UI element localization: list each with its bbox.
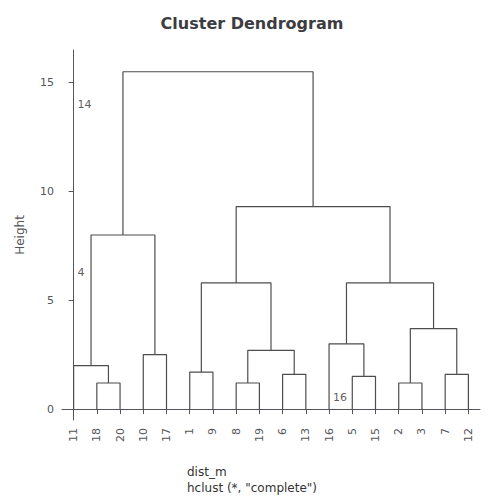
svg-text:dist_m: dist_m [187,465,227,479]
svg-text:2: 2 [392,428,405,435]
svg-text:4: 4 [78,266,85,279]
svg-text:hclust (*, "complete"): hclust (*, "complete") [187,481,317,495]
svg-text:10: 10 [137,428,150,442]
svg-text:8: 8 [230,428,243,435]
svg-text:1: 1 [183,428,196,435]
svg-text:15: 15 [40,76,54,89]
svg-text:7: 7 [439,428,452,435]
svg-text:12: 12 [462,428,475,442]
svg-text:5: 5 [47,294,54,307]
svg-text:18: 18 [90,428,103,442]
svg-text:16: 16 [333,391,347,404]
svg-text:3: 3 [415,428,428,435]
svg-text:Cluster Dendrogram: Cluster Dendrogram [161,14,344,33]
svg-text:16: 16 [323,428,336,442]
svg-text:14: 14 [78,98,92,111]
svg-text:13: 13 [299,428,312,442]
svg-text:6: 6 [276,428,289,435]
svg-text:15: 15 [369,428,382,442]
svg-text:11: 11 [67,428,80,442]
svg-text:20: 20 [114,428,127,442]
svg-text:5: 5 [346,428,359,435]
svg-text:Height: Height [13,215,27,255]
svg-text:17: 17 [160,428,173,442]
svg-text:19: 19 [253,428,266,442]
svg-text:10: 10 [40,185,54,198]
svg-text:9: 9 [206,428,219,435]
svg-text:0: 0 [47,403,54,416]
